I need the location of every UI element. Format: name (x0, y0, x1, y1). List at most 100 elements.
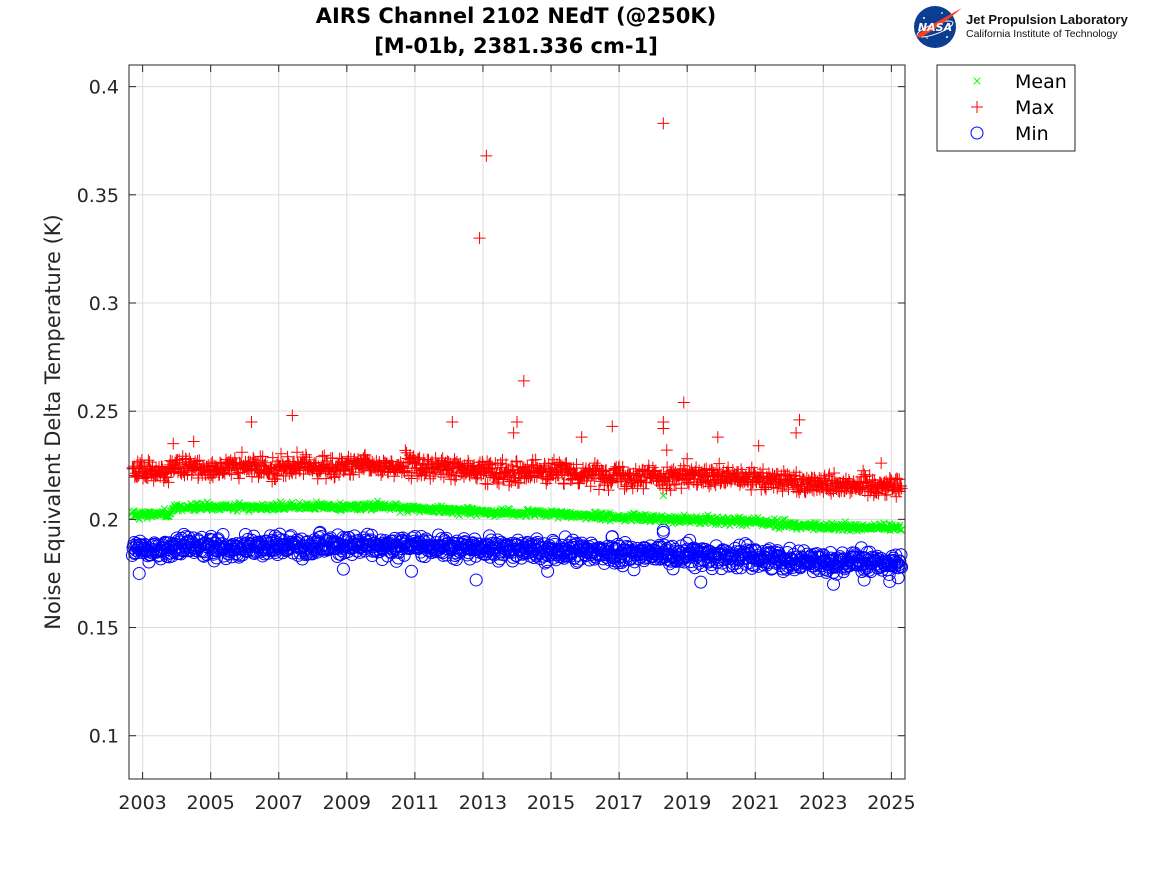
min-point (570, 556, 584, 570)
max-point (297, 468, 310, 481)
min-point (391, 551, 405, 565)
max-point (745, 483, 758, 496)
max-outlier-point (657, 422, 670, 435)
max-outlier-point (660, 444, 673, 457)
legend-item-mean: Mean (973, 71, 1067, 93)
max-point (277, 461, 290, 474)
min-point (890, 556, 904, 570)
max-point (405, 472, 418, 485)
min-outlier-point (404, 564, 418, 578)
mean-point (897, 526, 906, 534)
chart-title: AIRS Channel 2102 NEdT (@250K) (316, 4, 717, 28)
max-point (491, 476, 504, 489)
min-point (893, 554, 907, 568)
min-outlier-point (656, 525, 670, 539)
max-point (711, 468, 724, 481)
min-point (752, 559, 766, 573)
legend-marker-min (970, 126, 984, 140)
max-point (828, 467, 841, 480)
max-outlier-point (606, 420, 619, 433)
max-outlier-point (480, 149, 493, 162)
max-outlier-point (681, 452, 694, 465)
x-tick-label: 2015 (527, 792, 575, 814)
max-point (781, 468, 794, 481)
max-point (558, 477, 571, 490)
max-point (427, 470, 440, 483)
nasa-meatball-icon: NASA (914, 6, 962, 48)
max-point (300, 451, 313, 464)
max-point (388, 470, 401, 483)
max-point (626, 482, 639, 495)
max-outlier-point (507, 426, 520, 439)
max-outlier-point (187, 435, 200, 448)
min-point (792, 544, 806, 558)
max-point (281, 450, 294, 463)
x-tick-label: 2009 (323, 792, 371, 814)
legend-label: Max (1015, 97, 1054, 119)
x-tick-label: 2017 (595, 792, 643, 814)
mean-point (701, 519, 709, 528)
min-point (231, 540, 245, 554)
min-outlier-point (541, 564, 555, 578)
max-outlier-point (511, 416, 523, 428)
max-outlier-point (245, 416, 258, 428)
max-point (235, 446, 248, 459)
x-tick-label: 2011 (391, 792, 439, 814)
min-outlier-point (694, 575, 708, 589)
max-point (776, 485, 789, 498)
y-tick-label: 0.35 (77, 185, 119, 207)
max-point (401, 464, 414, 477)
min-outlier-point (336, 562, 350, 576)
min-outlier-point (132, 566, 146, 580)
max-outlier-point (790, 426, 803, 439)
max-point (560, 457, 573, 470)
max-point (193, 454, 206, 467)
min-outlier-point (827, 577, 841, 591)
max-outlier-point (575, 431, 588, 444)
max-point (588, 457, 601, 470)
min-outlier-point (469, 573, 483, 587)
min-point (852, 550, 866, 564)
max-point (462, 454, 475, 467)
max-point (205, 457, 218, 470)
max-point (469, 471, 482, 484)
mean-outlier-point (203, 498, 211, 506)
max-point (225, 468, 238, 481)
max-point (590, 462, 603, 475)
y-tick-label: 0.15 (77, 618, 119, 640)
max-point (142, 454, 155, 467)
max-point (668, 478, 681, 491)
series-max (126, 117, 908, 503)
legend: Mean Max Min (936, 64, 1076, 152)
min-point (336, 539, 350, 553)
legend-marker-mean (973, 77, 981, 85)
max-point (162, 476, 175, 489)
min-point (437, 539, 451, 553)
mean-point (455, 511, 463, 520)
max-point (424, 472, 437, 485)
x-tick-label: 2023 (799, 792, 847, 814)
min-point (770, 544, 784, 558)
max-point (701, 477, 714, 490)
min-outlier-point (891, 571, 905, 585)
max-point (690, 461, 703, 474)
max-point (206, 471, 219, 484)
max-point (275, 447, 288, 460)
mean-outlier-point (659, 491, 668, 500)
max-point (256, 450, 269, 463)
y-tick-label: 0.3 (89, 293, 119, 315)
max-point (893, 485, 906, 498)
max-outlier-point (517, 374, 530, 387)
min-point (666, 562, 680, 576)
min-outlier-point (605, 530, 619, 544)
max-point (584, 480, 597, 493)
max-point (492, 472, 505, 485)
max-point (759, 483, 772, 496)
x-tick-label: 2005 (187, 792, 235, 814)
legend-item-max: Max (971, 97, 1054, 119)
max-point (557, 477, 570, 490)
max-point (713, 457, 726, 470)
max-point (570, 458, 583, 471)
max-point (890, 472, 903, 485)
max-point (501, 466, 514, 479)
